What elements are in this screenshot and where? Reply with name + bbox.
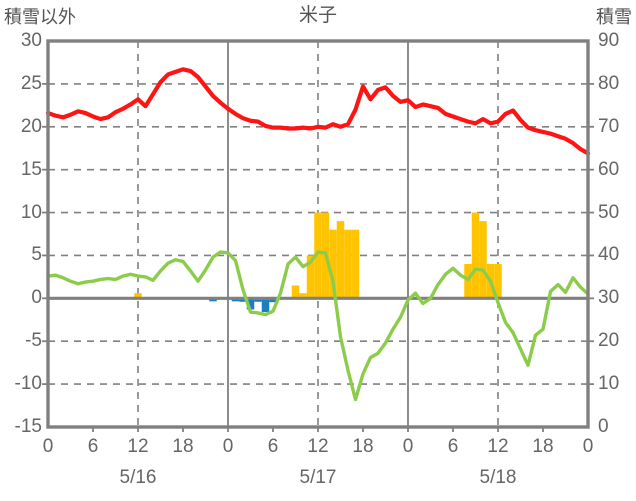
bar-positive <box>299 293 307 299</box>
y-axis-tick-right: 80 <box>598 72 620 94</box>
x-axis-day-label: 5/17 <box>299 467 337 488</box>
y-axis-tick-left: 20 <box>20 115 42 137</box>
bar-negative <box>239 298 247 302</box>
x-axis-tick: 6 <box>87 436 99 457</box>
bar-positive <box>464 264 472 299</box>
bar-positive <box>306 255 315 299</box>
y-axis-tick-right: 60 <box>598 158 620 180</box>
x-axis-tick: 6 <box>447 436 459 457</box>
x-axis-tick: 0 <box>222 436 234 457</box>
bar-positive <box>336 221 345 299</box>
y-axis-tick-left: 25 <box>20 72 42 94</box>
x-axis-tick: 12 <box>307 436 329 457</box>
x-axis-tick: 12 <box>127 436 149 457</box>
bar-negative <box>261 298 270 313</box>
x-axis-tick: 0 <box>402 436 414 457</box>
y-axis-tick-right: 70 <box>598 115 620 137</box>
bar-negative <box>269 298 277 303</box>
y-axis-tick-right: 50 <box>598 201 620 223</box>
y-axis-tick-left: 0 <box>31 287 42 309</box>
bar-positive <box>344 229 352 299</box>
y-axis-tick-left: -15 <box>14 416 42 437</box>
bar-positive <box>329 229 337 299</box>
temperature-line <box>45 67 591 156</box>
left-axis-caption: 積雪以外 <box>4 7 76 27</box>
y-axis-tick-left: -5 <box>25 330 42 352</box>
bar-positive <box>314 212 322 299</box>
y-axis-tick-left: 5 <box>31 244 42 266</box>
y-axis-tick-right: 40 <box>598 244 620 266</box>
right-axis-caption: 積雪 <box>596 7 632 27</box>
y-axis-tick-right: 10 <box>598 373 620 395</box>
bar-positive <box>479 221 487 299</box>
y-axis-tick-left: -10 <box>14 373 42 395</box>
y-axis-tick-left: 15 <box>20 158 42 180</box>
precipitation-line <box>46 250 590 402</box>
bar-positive <box>291 285 300 299</box>
x-axis-tick: 12 <box>487 436 509 457</box>
y-axis-tick-right: 20 <box>598 330 620 352</box>
x-axis-tick: 18 <box>172 436 194 457</box>
bar-negative <box>254 298 262 302</box>
y-axis-tick-left: 30 <box>20 30 42 51</box>
x-axis-tick: 0 <box>582 436 594 457</box>
bar-positive <box>494 264 502 299</box>
x-axis-tick: 18 <box>352 436 374 457</box>
bar-positive <box>134 293 142 299</box>
y-axis-tick-right: 90 <box>598 30 620 51</box>
y-axis-tick-right: 0 <box>598 416 609 437</box>
x-axis-day-label: 5/18 <box>479 467 517 488</box>
x-axis-tick: 18 <box>532 436 554 457</box>
bar-negative <box>246 298 255 310</box>
x-axis-tick: 6 <box>267 436 279 457</box>
x-axis-day-label: 5/16 <box>119 467 157 488</box>
x-axis-tick: 0 <box>42 436 54 457</box>
y-axis-tick-right: 30 <box>598 287 620 309</box>
bar-positive <box>471 212 480 299</box>
bar-positive <box>351 229 360 299</box>
y-axis-tick-left: 10 <box>20 201 42 223</box>
chart-title: 米子 <box>298 5 337 26</box>
